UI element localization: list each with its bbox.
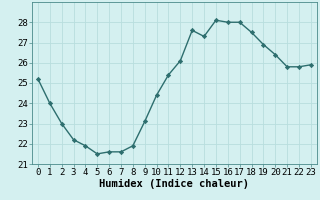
- X-axis label: Humidex (Indice chaleur): Humidex (Indice chaleur): [100, 179, 249, 189]
